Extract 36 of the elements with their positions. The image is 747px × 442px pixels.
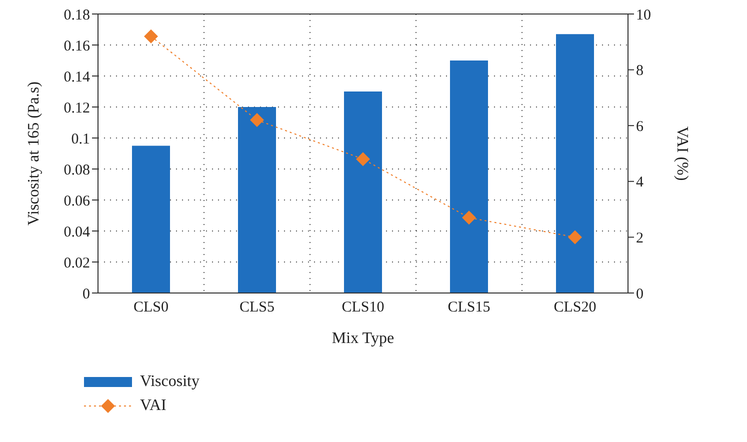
x-axis-title: Mix Type [332, 330, 394, 347]
y-tick-label: 0.16 [64, 38, 90, 54]
x-tick-label: CLS10 [342, 300, 384, 316]
point [250, 113, 264, 128]
x-tick-label: CLS15 [448, 300, 490, 316]
bar [344, 92, 382, 293]
y-tick-label: 0 [82, 286, 90, 302]
y-tick-label: 0.12 [64, 100, 90, 116]
y-tick-label: 0.1 [71, 131, 90, 148]
bar [132, 146, 170, 293]
y2-tick-label: 2 [636, 230, 644, 247]
legend-label: Viscosity [140, 373, 200, 391]
bar [238, 107, 276, 293]
y-axis-title: Viscosity at 165 (Pa.s) [26, 82, 43, 226]
y-tick-label: 0.04 [64, 224, 90, 240]
y2-axis-title: VAI (%) [673, 126, 690, 181]
y2-tick-label: 4 [636, 174, 644, 191]
y2-tick-label: 6 [636, 118, 644, 135]
bar [450, 60, 488, 293]
y-tick-label: 0.08 [64, 162, 90, 178]
y-tick-label: 0.06 [64, 193, 90, 210]
point [144, 29, 158, 44]
x-tick-label: CLS5 [239, 300, 275, 316]
legend-label: VAI [140, 397, 166, 415]
x-tick-label: CLS0 [133, 300, 169, 316]
point [356, 152, 370, 166]
y2-tick-label: 8 [636, 63, 644, 80]
y2-tick-label: 0 [636, 286, 644, 302]
y-tick-label: 0.02 [64, 255, 90, 272]
bar [556, 34, 594, 293]
y-tick-label: 0.18 [64, 7, 90, 24]
point [568, 230, 582, 244]
y2-tick-label: 10 [636, 7, 651, 24]
x-tick-label: CLS20 [554, 300, 596, 316]
y-tick-label: 0.14 [64, 69, 90, 86]
point [462, 210, 476, 225]
